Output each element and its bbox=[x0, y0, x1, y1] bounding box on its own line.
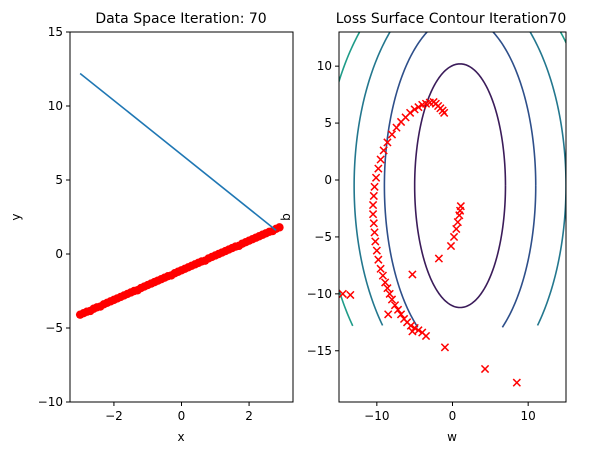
parameter-marker bbox=[446, 241, 456, 251]
parameter-marker bbox=[385, 289, 394, 298]
parameter-marker bbox=[370, 182, 379, 191]
parameter-marker bbox=[390, 301, 400, 310]
parameter-marker bbox=[512, 378, 521, 387]
parameter-marker bbox=[384, 310, 393, 319]
parameter-marker bbox=[480, 364, 490, 374]
parameter-marker bbox=[449, 232, 459, 242]
data-space-xtick-label: 0 bbox=[178, 409, 186, 423]
parameter-marker bbox=[405, 108, 415, 117]
parameter-marker bbox=[456, 202, 465, 211]
parameter-marker bbox=[374, 255, 383, 264]
parameter-marker bbox=[371, 237, 380, 246]
parameter-marker bbox=[369, 191, 378, 201]
parameter-marker bbox=[453, 217, 462, 227]
loss-surface-xtick-label: 0 bbox=[449, 409, 457, 423]
parameter-marker bbox=[440, 343, 450, 352]
data-space-ylabel: y bbox=[9, 213, 23, 220]
data-space-ticks: −2 0 2 −10 −5 0 5 10 15 bbox=[38, 25, 253, 423]
parameter-marker bbox=[339, 289, 347, 298]
parameter-marker bbox=[374, 164, 383, 173]
parameter-marker bbox=[414, 103, 423, 112]
parameter-marker bbox=[387, 295, 397, 304]
loss-surface-title: Loss Surface Contour Iteration70 bbox=[336, 11, 567, 27]
data-space-xlabel: x bbox=[177, 430, 184, 444]
data-space-ytick-label: −5 bbox=[45, 321, 63, 335]
parameter-marker bbox=[396, 310, 406, 319]
parameter-marker bbox=[368, 200, 378, 210]
loss-contour-level bbox=[353, 32, 566, 326]
parameter-marker bbox=[414, 326, 423, 335]
parameter-marker bbox=[387, 130, 397, 139]
data-space-xtick-label: −2 bbox=[105, 409, 123, 423]
loss-surface-xlabel: w bbox=[447, 430, 457, 444]
loss-surface-ytick-label: 10 bbox=[317, 59, 332, 73]
data-space-ytick-label: −10 bbox=[38, 395, 63, 409]
parameter-marker bbox=[376, 155, 385, 164]
data-space-ytick-label: 10 bbox=[48, 99, 63, 113]
parameter-marker bbox=[383, 138, 392, 147]
parameter-marker bbox=[440, 108, 449, 117]
parameter-marker bbox=[378, 271, 388, 280]
parameter-marker bbox=[434, 254, 444, 263]
parameter-marker bbox=[381, 278, 390, 287]
loss-surface-xtick-label: −10 bbox=[364, 409, 389, 423]
data-point bbox=[275, 223, 284, 232]
loss-surface-ytick-label: 0 bbox=[324, 173, 332, 187]
data-space-title: Data Space Iteration: 70 bbox=[95, 11, 266, 27]
parameter-marker bbox=[372, 246, 381, 255]
parameter-marker bbox=[371, 173, 381, 182]
parameter-marker bbox=[399, 314, 409, 324]
parameter-marker bbox=[410, 105, 419, 114]
data-space-panel: Data Space Iteration: 70 −2 0 2 −10 −5 0 5 10 15… bbox=[9, 11, 294, 444]
parameter-marker bbox=[418, 328, 427, 337]
loss-surface-ytick-label: −10 bbox=[307, 287, 332, 301]
loss-surface-xtick-label: 10 bbox=[521, 409, 536, 423]
fitted-line bbox=[79, 72, 277, 231]
parameter-marker bbox=[393, 305, 403, 314]
parameter-marker bbox=[408, 270, 417, 279]
parameter-marker bbox=[376, 264, 385, 273]
parameter-marker bbox=[452, 224, 461, 234]
loss-surface-panel: Loss Surface Contour Iteration70 −10 0 10−… bbox=[279, 11, 567, 444]
loss-surface-ytick-label: −5 bbox=[314, 230, 332, 244]
data-space-xtick-label: 2 bbox=[245, 409, 253, 423]
data-space-ytick-label: 0 bbox=[55, 247, 63, 261]
loss-surface-plot-area bbox=[339, 32, 566, 387]
parameter-marker bbox=[368, 210, 378, 219]
data-space-ytick-label: 15 bbox=[48, 25, 63, 39]
loss-contour-level bbox=[383, 32, 537, 328]
parameter-marker bbox=[383, 284, 392, 293]
loss-surface-ticks: −10 0 10 −15 −10 −5 0 5 10 bbox=[307, 59, 536, 423]
loss-surface-ytick-label: −15 bbox=[307, 344, 332, 358]
loss-surface-ylabel: b bbox=[279, 213, 293, 221]
parameter-marker bbox=[392, 123, 401, 132]
parameter-marker bbox=[346, 290, 355, 300]
parameter-marker bbox=[379, 146, 388, 155]
loss-contour-level bbox=[413, 63, 507, 309]
parameter-marker bbox=[370, 228, 379, 237]
data-space-ytick-label: 5 bbox=[55, 173, 63, 187]
parameter-marker bbox=[369, 219, 378, 228]
data-space-plot-area bbox=[75, 72, 284, 319]
loss-surface-ytick-label: 5 bbox=[324, 116, 332, 130]
parameter-marker bbox=[410, 323, 419, 333]
